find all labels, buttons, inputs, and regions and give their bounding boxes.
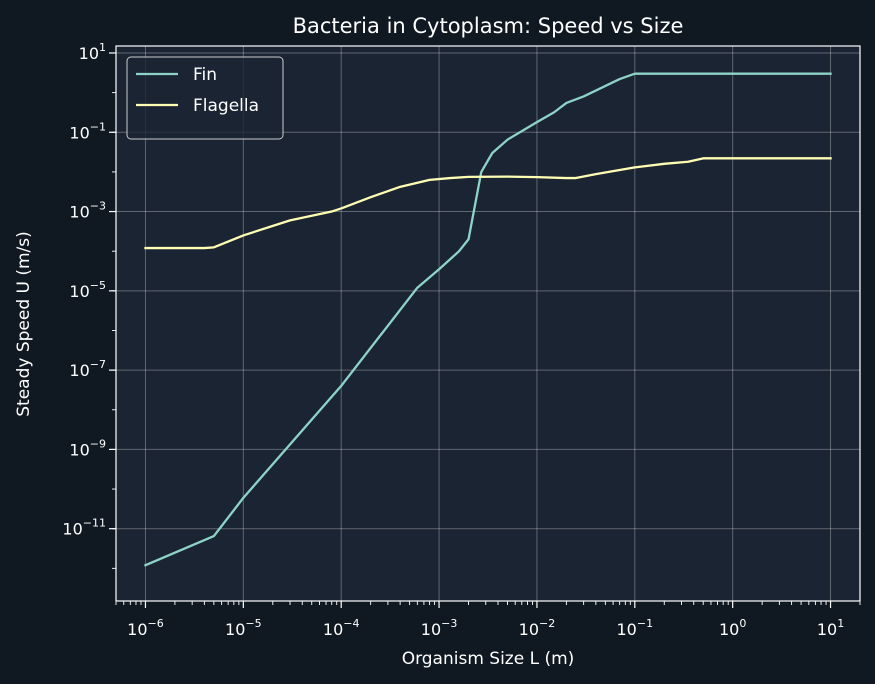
x-tick-label: 10−4 [323,617,360,639]
grid [116,46,860,601]
y-tick-label: 101 [79,41,106,63]
x-tick-label: 10−3 [421,617,458,639]
legend-label: Fin [193,65,217,85]
y-tick-label: 10−11 [62,517,106,539]
x-tick-label: 10−1 [617,617,654,639]
y-tick-label: 10−3 [69,200,106,222]
legend-box [126,56,284,140]
series-line-flagella [144,157,832,250]
y-axis-label: Steady Speed U (m/s) [14,231,34,417]
x-tick-label: 101 [817,617,844,639]
y-tick-label: 10−5 [69,279,106,301]
series-lines [143,72,832,567]
x-tick-label: 10−6 [127,617,164,639]
x-tick-label: 10−5 [225,617,262,639]
y-tick-label: 10−1 [69,120,106,142]
x-axis-label: Organism Size L (m) [402,649,575,669]
axis-ticks: 10−6 10−5 10−4 10−3 10−2 10−1 100 101 10−11 10−9 1… [62,41,861,639]
series-line-fin [143,72,832,567]
y-tick-label: 10−7 [69,358,106,380]
legend: Fin Flagella [126,56,284,140]
legend-label: Flagella [193,96,259,116]
x-tick-label: 100 [719,617,746,639]
x-tick-label: 10−2 [519,617,556,639]
y-tick-label: 10−9 [69,437,106,459]
plot-frame [115,45,861,602]
chart-title: Bacteria in Cytoplasm: Speed vs Size [293,14,684,38]
